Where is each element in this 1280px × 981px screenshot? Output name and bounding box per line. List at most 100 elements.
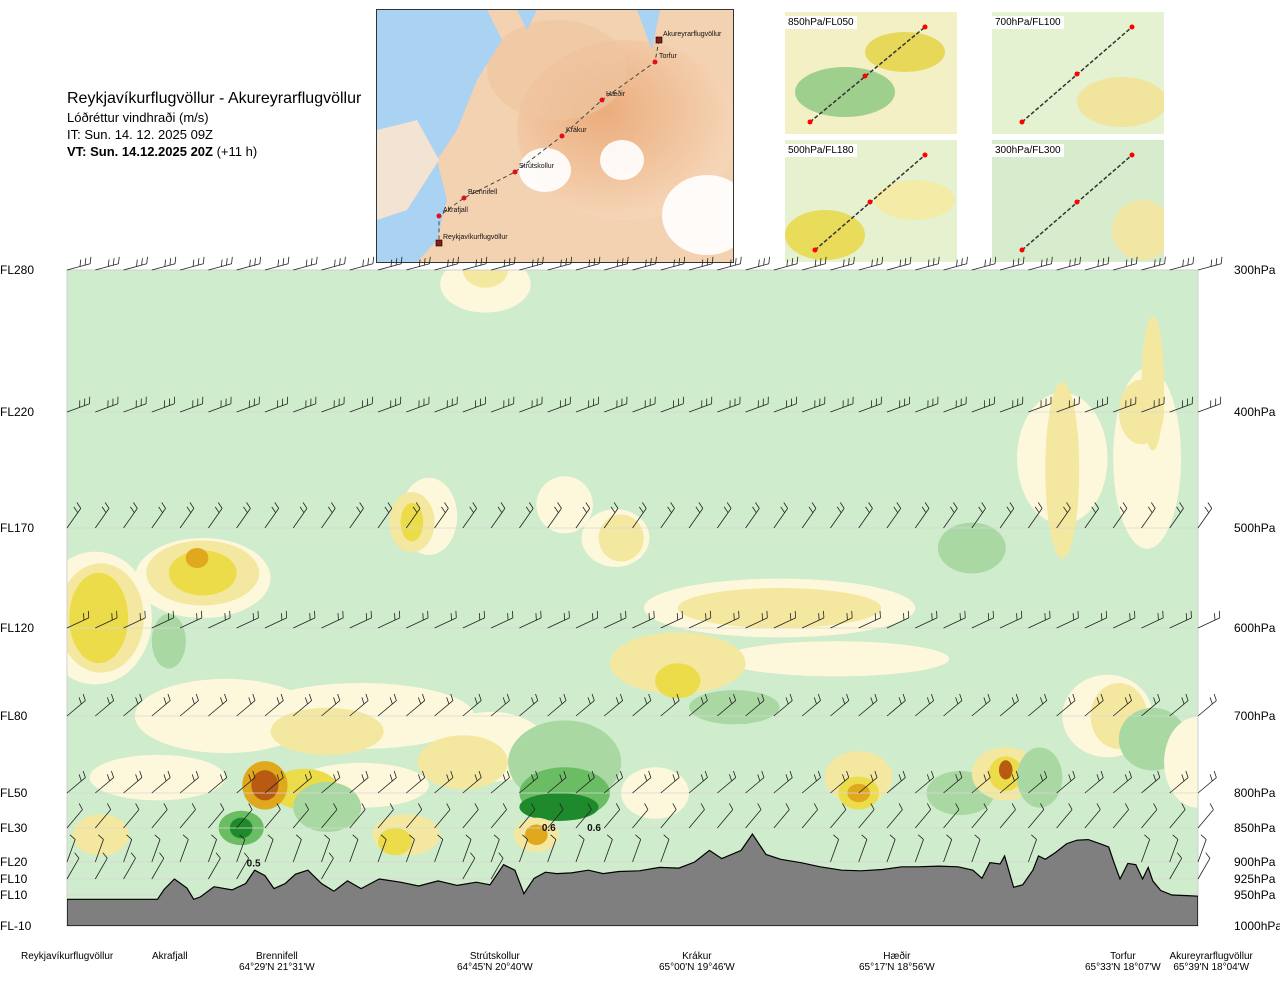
wind-barb <box>151 256 177 271</box>
valid-time-value: VT: Sun. 14.12.2025 20Z <box>67 144 213 159</box>
wind-barb <box>462 852 476 880</box>
wind-barb <box>377 610 401 629</box>
waypoint-label: Brennifell 64°29'N 21°31'W <box>239 951 315 973</box>
wind-barb <box>405 834 415 863</box>
waypoint-name: Torfur <box>1110 951 1136 962</box>
wind-barb <box>490 770 510 794</box>
waypoint-name: Brennifell <box>256 951 298 962</box>
wind-barb <box>914 803 932 829</box>
field-contour <box>389 492 435 553</box>
wind-barb <box>1113 610 1136 629</box>
wind-barb <box>490 396 515 413</box>
wind-barb <box>1197 610 1221 629</box>
wind-barb <box>1084 610 1108 629</box>
field-contour <box>417 735 509 790</box>
wind-barb <box>179 396 204 413</box>
wind-barb <box>66 396 91 413</box>
wind-barb <box>123 852 136 880</box>
wind-barb <box>886 803 903 829</box>
wind-barb <box>1112 693 1132 717</box>
wind-barb <box>264 834 274 863</box>
wind-barb <box>830 803 847 829</box>
field-contour <box>1090 683 1148 749</box>
wind-barb <box>914 693 935 717</box>
wind-barb <box>660 396 684 413</box>
wind-barb <box>971 610 994 629</box>
field-contour <box>134 678 316 754</box>
wind-barb <box>236 693 256 717</box>
wind-barb <box>830 770 850 794</box>
waypoint-label: Reykjavíkurflugvöllur <box>21 951 113 962</box>
wind-barb <box>943 610 966 629</box>
wind-barb <box>717 770 737 794</box>
wind-barb <box>207 834 217 863</box>
wind-barb <box>406 396 430 413</box>
field-contour <box>151 613 186 669</box>
issue-time: IT: Sun. 14. 12. 2025 09Z <box>67 127 213 142</box>
map-station-label: Akrafjall <box>443 207 468 214</box>
field-contour <box>293 762 429 808</box>
plot-frame <box>66 269 1199 927</box>
route-map: Akureyrarflugvöllur Torfur Hæðir Krákur Strú… <box>376 9 734 263</box>
wind-barb <box>914 834 924 863</box>
wind-barb <box>434 770 454 794</box>
wind-barb <box>1056 693 1076 717</box>
field-contour <box>134 538 271 618</box>
wind-barb <box>321 396 345 413</box>
wind-barb <box>151 803 168 829</box>
waypoint-coord: 65°17'N 18°56'W <box>859 962 935 973</box>
wind-barb <box>914 502 930 529</box>
wind-barb <box>773 803 790 829</box>
field-contour <box>440 270 531 313</box>
wind-barb <box>547 610 570 629</box>
wind-barb <box>886 502 902 529</box>
wind-barb <box>66 256 92 271</box>
wind-barb <box>745 256 770 271</box>
field-contour <box>378 828 412 856</box>
wind-barb <box>1141 396 1165 413</box>
wind-barb <box>575 502 591 529</box>
wind-barb <box>1112 502 1128 529</box>
wind-barb <box>745 610 768 629</box>
wind-barb <box>575 610 599 629</box>
wind-barb <box>1084 502 1099 529</box>
wind-barb <box>943 834 953 863</box>
wind-barb <box>405 502 421 529</box>
wind-barb <box>1141 502 1156 529</box>
wind-barb <box>405 803 423 829</box>
wind-barb <box>406 770 426 794</box>
flight-level-label: FL-10 <box>0 919 32 933</box>
flight-level-label: FL120 <box>0 621 35 635</box>
wind-barb <box>490 803 507 829</box>
wind-barb <box>462 834 472 863</box>
wind-barb <box>745 396 769 413</box>
wind-barb <box>1197 502 1213 529</box>
waypoint-label: Akrafjall <box>152 951 188 962</box>
wind-barb <box>830 502 845 529</box>
wind-barb <box>123 502 138 529</box>
wind-barb <box>717 610 740 629</box>
wind-barb <box>293 610 316 629</box>
wind-barb <box>434 396 458 413</box>
wind-barb <box>406 610 429 629</box>
wind-barb <box>1197 396 1222 413</box>
wind-barb <box>632 693 652 717</box>
wind-barb <box>604 610 627 629</box>
flight-level-label: FL30 <box>0 821 28 835</box>
field-contour <box>72 814 130 856</box>
waypoint-name: Akureyrarflugvöllur <box>1169 951 1253 962</box>
wind-barb <box>1197 770 1217 794</box>
waypoint-name: Reykjavíkurflugvöllur <box>21 951 114 962</box>
wind-barb <box>688 396 713 413</box>
wind-barb <box>377 502 393 529</box>
wind-barb <box>179 256 205 271</box>
field-contour <box>270 707 384 756</box>
wind-barb <box>1028 693 1048 717</box>
wind-barb <box>858 693 878 717</box>
wind-barb <box>123 834 133 863</box>
wind-barb <box>123 256 148 271</box>
wind-barb <box>773 770 793 794</box>
field-contour <box>838 776 880 810</box>
wind-barb <box>1169 770 1189 794</box>
wind-barb <box>632 803 649 829</box>
